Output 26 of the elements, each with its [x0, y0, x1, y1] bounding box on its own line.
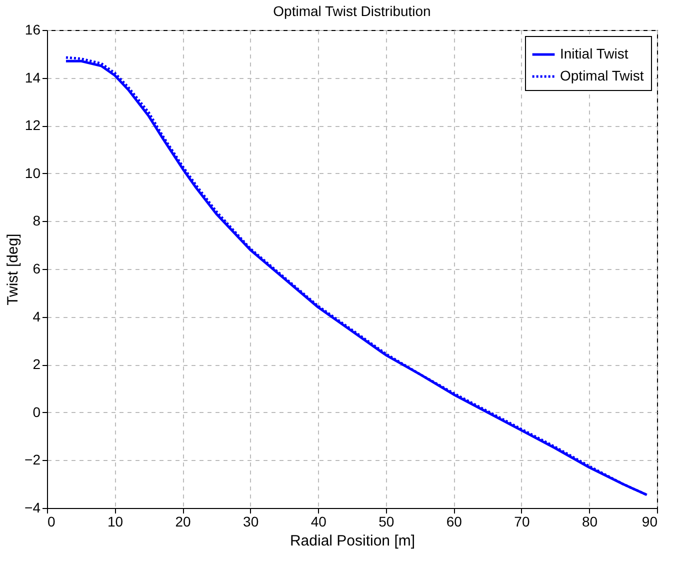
legend-label: Initial Twist [560, 46, 628, 62]
y-tick-label: −4 [24, 500, 41, 516]
x-tick-label: 70 [514, 514, 530, 530]
y-tick-label: 8 [32, 212, 41, 229]
x-tick-label: 50 [378, 514, 394, 530]
x-tick-label: 90 [642, 514, 658, 530]
y-tick-label: 4 [32, 308, 41, 324]
y-tick-label: 0 [32, 404, 41, 420]
y-tick-label: 14 [24, 69, 41, 86]
y-tick-label: 10 [24, 164, 41, 181]
chart-title: Optimal Twist Distribution [273, 3, 431, 19]
y-tick-label: −2 [24, 452, 41, 468]
x-tick-label: 30 [243, 514, 259, 530]
y-axis-title: Twist [deg] [4, 234, 22, 306]
x-tick-label: 20 [175, 514, 192, 530]
x-tick-label: 0 [48, 514, 56, 530]
x-tick-label: 60 [446, 514, 462, 530]
legend-label: Optimal Twist [560, 68, 644, 84]
x-tick-label: 40 [310, 514, 327, 530]
y-tick-label: 12 [24, 117, 41, 134]
x-tick-label: 80 [582, 514, 598, 530]
x-axis-title: Radial Position [m] [290, 532, 416, 550]
y-tick-label: 6 [32, 260, 41, 276]
x-tick-label: 10 [107, 514, 124, 530]
y-tick-label: 2 [32, 356, 41, 372]
y-tick-label: 16 [24, 22, 41, 38]
